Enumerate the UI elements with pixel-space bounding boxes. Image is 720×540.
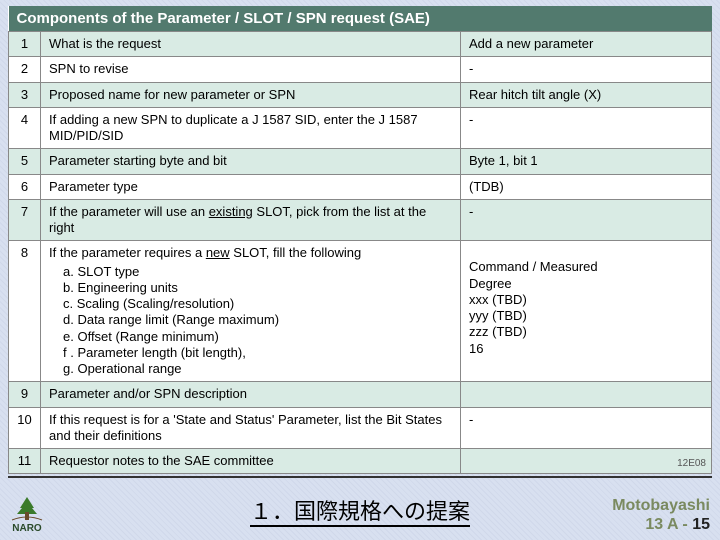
- row-number: 11: [9, 449, 41, 474]
- table-row: 4 If adding a new SPN to duplicate a J 1…: [9, 107, 712, 149]
- row-desc: If the parameter requires a new SLOT, fi…: [41, 241, 461, 382]
- sublist-item: d. Data range limit (Range maximum): [63, 312, 452, 328]
- row-value: Rear hitch tilt angle (X): [461, 82, 712, 107]
- table-row: 11 Requestor notes to the SAE committee: [9, 449, 712, 474]
- row-value: -: [461, 407, 712, 449]
- footer-divider: [8, 476, 712, 478]
- row-desc: If adding a new SPN to duplicate a J 158…: [41, 107, 461, 149]
- row-desc: Proposed name for new parameter or SPN: [41, 82, 461, 107]
- sublist-item: e. Offset (Range minimum): [63, 329, 452, 345]
- parameter-table: Components of the Parameter / SLOT / SPN…: [8, 6, 712, 474]
- page-index-num: 15: [692, 516, 710, 533]
- row-value-line: Command / Measured: [469, 259, 703, 275]
- page-number: Motobayashi 13 A - 15: [612, 496, 710, 534]
- row-desc-post: SLOT, fill the following: [230, 245, 362, 260]
- sublist-item: b. Engineering units: [63, 280, 452, 296]
- row-desc: Parameter starting byte and bit: [41, 149, 461, 174]
- table-title: Components of the Parameter / SLOT / SPN…: [9, 6, 712, 32]
- row-desc: Parameter type: [41, 174, 461, 199]
- row-desc-underline: new: [206, 245, 230, 260]
- row-number: 2: [9, 57, 41, 82]
- sublist-item: f . Parameter length (bit length),: [63, 345, 452, 361]
- row-value: Byte 1, bit 1: [461, 149, 712, 174]
- table-row: 10 If this request is for a 'State and S…: [9, 407, 712, 449]
- row-number: 3: [9, 82, 41, 107]
- footer-center-title-text: １．国際規格への提案: [250, 499, 470, 527]
- row-value: -: [461, 107, 712, 149]
- row-value: [461, 449, 712, 474]
- row-value: -: [461, 57, 712, 82]
- row-number: 7: [9, 199, 41, 241]
- row-value-line: Degree: [469, 276, 703, 292]
- table-row: 6 Parameter type (TDB): [9, 174, 712, 199]
- row-desc-pre: If the parameter requires a: [49, 245, 206, 260]
- table-row: 1 What is the request Add a new paramete…: [9, 32, 712, 57]
- sublist-item: c. Scaling (Scaling/resolution): [63, 296, 452, 312]
- row-value-line: zzz (TBD): [469, 324, 703, 340]
- row-number: 1: [9, 32, 41, 57]
- row-sublist: a. SLOT type b. Engineering units c. Sca…: [63, 264, 452, 378]
- row-number: 4: [9, 107, 41, 149]
- row-value-line: yyy (TBD): [469, 308, 703, 324]
- page-index: 13 A - 15: [612, 515, 710, 534]
- table-row: 9 Parameter and/or SPN description: [9, 382, 712, 407]
- table-row: 7 If the parameter will use an existing …: [9, 199, 712, 241]
- row-number: 6: [9, 174, 41, 199]
- row-value: Command / Measured Degree xxx (TBD) yyy …: [461, 241, 712, 382]
- page-author: Motobayashi: [612, 496, 710, 515]
- row-value-line: xxx (TBD): [469, 292, 703, 308]
- row-number: 10: [9, 407, 41, 449]
- row-value: Add a new parameter: [461, 32, 712, 57]
- row-value-line: 16: [469, 341, 703, 357]
- row-desc: Requestor notes to the SAE committee: [41, 449, 461, 474]
- row-desc: SPN to revise: [41, 57, 461, 82]
- table-header-row: Components of the Parameter / SLOT / SPN…: [9, 6, 712, 32]
- row-desc: If the parameter will use an existing SL…: [41, 199, 461, 241]
- slide-footer: 12E08 NARO １．国際規格への提案 Motobayashi 13 A -…: [0, 476, 720, 540]
- sublist-item: g. Operational range: [63, 361, 452, 377]
- slide-page: Components of the Parameter / SLOT / SPN…: [0, 0, 720, 474]
- row-number: 5: [9, 149, 41, 174]
- row-value: (TDB): [461, 174, 712, 199]
- row-value: [461, 382, 712, 407]
- row-desc-pre: If the parameter will use an: [49, 204, 209, 219]
- row-number: 8: [9, 241, 41, 382]
- footer-date: 12E08: [677, 458, 706, 469]
- table-row: 8 If the parameter requires a new SLOT, …: [9, 241, 712, 382]
- row-desc: What is the request: [41, 32, 461, 57]
- page-index-prefix: 13 A -: [645, 516, 692, 533]
- row-number: 9: [9, 382, 41, 407]
- row-desc: If this request is for a 'State and Stat…: [41, 407, 461, 449]
- row-desc-underline: existing: [209, 204, 253, 219]
- table-row: 5 Parameter starting byte and bit Byte 1…: [9, 149, 712, 174]
- table-row: 2 SPN to revise -: [9, 57, 712, 82]
- row-desc: Parameter and/or SPN description: [41, 382, 461, 407]
- table-row: 3 Proposed name for new parameter or SPN…: [9, 82, 712, 107]
- sublist-item: a. SLOT type: [63, 264, 452, 280]
- row-value: -: [461, 199, 712, 241]
